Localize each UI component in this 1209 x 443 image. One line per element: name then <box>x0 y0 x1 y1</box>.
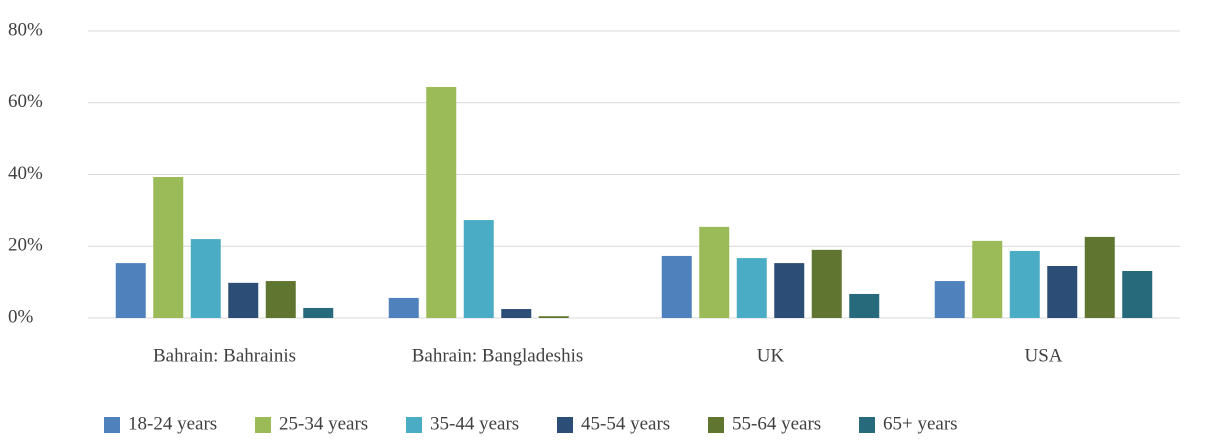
bar <box>661 255 692 318</box>
bar <box>538 316 569 318</box>
x-tick-label: UK <box>757 345 785 366</box>
legend-swatch <box>406 417 422 433</box>
legend-label: 25-34 years <box>279 413 368 434</box>
bar <box>811 249 842 318</box>
legend-label: 45-54 years <box>581 413 670 434</box>
legend-label: 35-44 years <box>430 413 519 434</box>
legend-label: 55-64 years <box>732 413 821 434</box>
bar <box>190 239 221 318</box>
legend-swatch <box>859 417 875 433</box>
y-tick-label: 80% <box>8 19 43 40</box>
legend-swatch <box>708 417 724 433</box>
bar <box>849 293 880 318</box>
bar <box>1009 250 1040 318</box>
bar <box>463 220 494 318</box>
bar <box>228 282 259 318</box>
bar <box>153 177 184 318</box>
bar <box>972 240 1003 318</box>
bar <box>265 281 296 318</box>
y-tick-label: 60% <box>8 91 43 112</box>
bar <box>1122 271 1153 318</box>
bar <box>699 226 730 318</box>
bar <box>501 309 532 318</box>
y-tick-label: 0% <box>8 306 34 327</box>
x-tick-label: Bahrain: Bangladeshis <box>412 345 584 366</box>
bar <box>1084 236 1115 318</box>
bar <box>1047 265 1078 318</box>
bar <box>115 263 146 318</box>
bar <box>426 86 457 318</box>
legend-swatch <box>557 417 573 433</box>
x-tick-label: Bahrain: Bahrainis <box>153 345 296 366</box>
y-tick-label: 20% <box>8 235 43 256</box>
legend-swatch <box>104 417 120 433</box>
bar <box>388 297 419 318</box>
legend-label: 18-24 years <box>128 413 217 434</box>
legend-label: 65+ years <box>883 413 958 434</box>
legend-swatch <box>255 417 271 433</box>
bar <box>774 263 805 318</box>
y-tick-label: 40% <box>8 163 43 184</box>
bar <box>303 307 334 318</box>
bar <box>736 258 767 318</box>
bar <box>934 281 965 318</box>
x-tick-label: USA <box>1024 345 1062 366</box>
